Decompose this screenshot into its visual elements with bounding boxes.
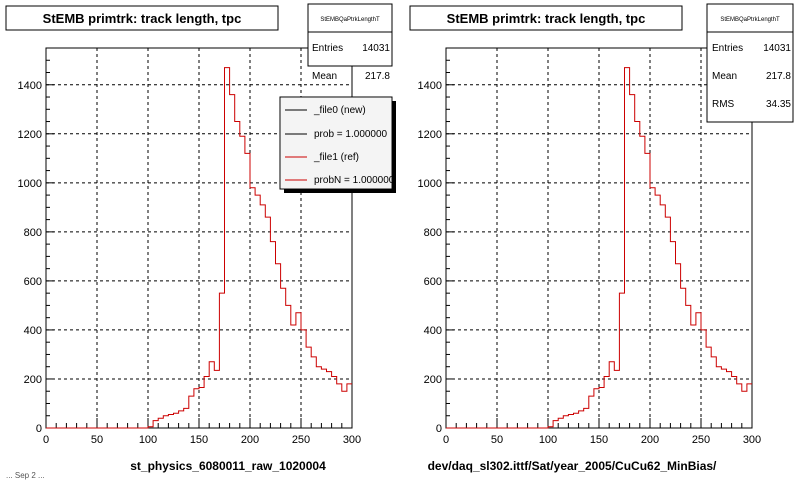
legend-entry-probn: probN = 1.000000	[314, 175, 395, 186]
left-y-tick-label: 600	[24, 276, 42, 288]
right-stats-name: StEMBQaPtrkLengthT	[720, 17, 780, 23]
left-legend: _file0 (new) prob = 1.000000 _file1 (ref…	[279, 96, 396, 193]
left-y-tick-label: 0	[36, 423, 42, 435]
left-x-tick-label: 50	[91, 434, 103, 446]
left-stats-entries-value: 14031	[362, 43, 390, 54]
right-stats-entries-label: Entries	[712, 43, 743, 54]
right-x-tick-label: 250	[692, 434, 710, 446]
left-title-box	[5, 5, 279, 31]
right-histogram-series	[446, 67, 752, 429]
right-x-tick-label: 0	[443, 434, 449, 446]
right-x-tick-label: 200	[641, 434, 659, 446]
right-y-tick-label: 200	[424, 374, 442, 386]
left-y-tick-label: 200	[24, 374, 42, 386]
legend-entry-new: _file0 (new)	[313, 105, 366, 116]
left-y-tick-label: 800	[24, 227, 42, 239]
left-y-tick-label: 1000	[18, 178, 42, 190]
right-title-box	[409, 5, 683, 31]
left-x-tick-label: 0	[43, 434, 49, 446]
right-stats-mean-label: Mean	[712, 71, 737, 82]
left-stats-box: StEMBQaPtrkLengthT Entries 14031 Mean 21…	[307, 3, 393, 82]
right-y-tick-label: 1200	[418, 129, 442, 141]
right-x-tick-label: 100	[539, 434, 557, 446]
legend-entry-ref: _file1 (ref)	[313, 152, 359, 163]
right-plot-frame	[445, 47, 753, 429]
left-title: StEMB primtrk: track length, tpc	[43, 11, 242, 26]
right-x-label: dev/daq_sl302.ittf/Sat/year_2005/CuCu62_…	[428, 459, 717, 473]
right-y-tick-label: 0	[436, 423, 442, 435]
right-x-axis: 0 50 100 150 200 250 300	[443, 418, 761, 446]
left-x-tick-label: 300	[343, 434, 361, 446]
right-x-tick-label: 150	[590, 434, 608, 446]
left-stats-entries-label: Entries	[312, 43, 343, 54]
left-y-tick-label: 1200	[18, 129, 42, 141]
left-x-tick-label: 250	[292, 434, 310, 446]
left-x-tick-label: 150	[190, 434, 208, 446]
left-x-label: st_physics_6080011_raw_1020004	[130, 459, 326, 473]
left-stats-name: StEMBQaPtrkLengthT	[320, 17, 380, 23]
left-panel: StEMB primtrk: track length, tpc 0 200 400…	[5, 3, 396, 473]
right-y-axis: 0 200 400 600 800 1000 1200 1400	[418, 59, 454, 435]
left-x-tick-label: 200	[241, 434, 259, 446]
right-y-tick-label: 1400	[418, 80, 442, 92]
right-stats-box: StEMBQaPtrkLengthT Entries 14031 Mean 21…	[706, 3, 794, 123]
left-stats-mean-label: Mean	[312, 71, 337, 82]
right-stats-rms-label: RMS	[712, 99, 735, 110]
right-x-tick-label: 50	[491, 434, 503, 446]
right-title: StEMB primtrk: track length, tpc	[447, 11, 646, 26]
right-stats-entries-value: 14031	[763, 43, 791, 54]
left-x-tick-label: 100	[139, 434, 157, 446]
left-stats-mean-value: 217.8	[365, 71, 390, 82]
right-panel: StEMB primtrk: track length, tpc 0 200 400…	[409, 3, 794, 473]
right-x-tick-label: 300	[743, 434, 761, 446]
right-y-tick-label: 800	[424, 227, 442, 239]
legend-entry-prob: prob = 1.000000	[314, 129, 388, 140]
left-y-tick-label: 400	[24, 325, 42, 337]
left-x-axis: 0 50 100 150 200 250 300	[43, 418, 361, 446]
right-stats-mean-value: 217.8	[766, 71, 791, 82]
left-y-tick-label: 1400	[18, 80, 42, 92]
right-y-tick-label: 400	[424, 325, 442, 337]
right-stats-rms-value: 34.35	[766, 99, 791, 110]
left-histogram-series	[46, 67, 352, 429]
right-y-tick-label: 1000	[418, 178, 442, 190]
right-y-tick-label: 600	[424, 276, 442, 288]
footer-fragment: ... Sep 2 ...	[6, 471, 45, 480]
left-y-axis: 0 200 400 600 800 1000 1200 1400	[18, 59, 54, 435]
